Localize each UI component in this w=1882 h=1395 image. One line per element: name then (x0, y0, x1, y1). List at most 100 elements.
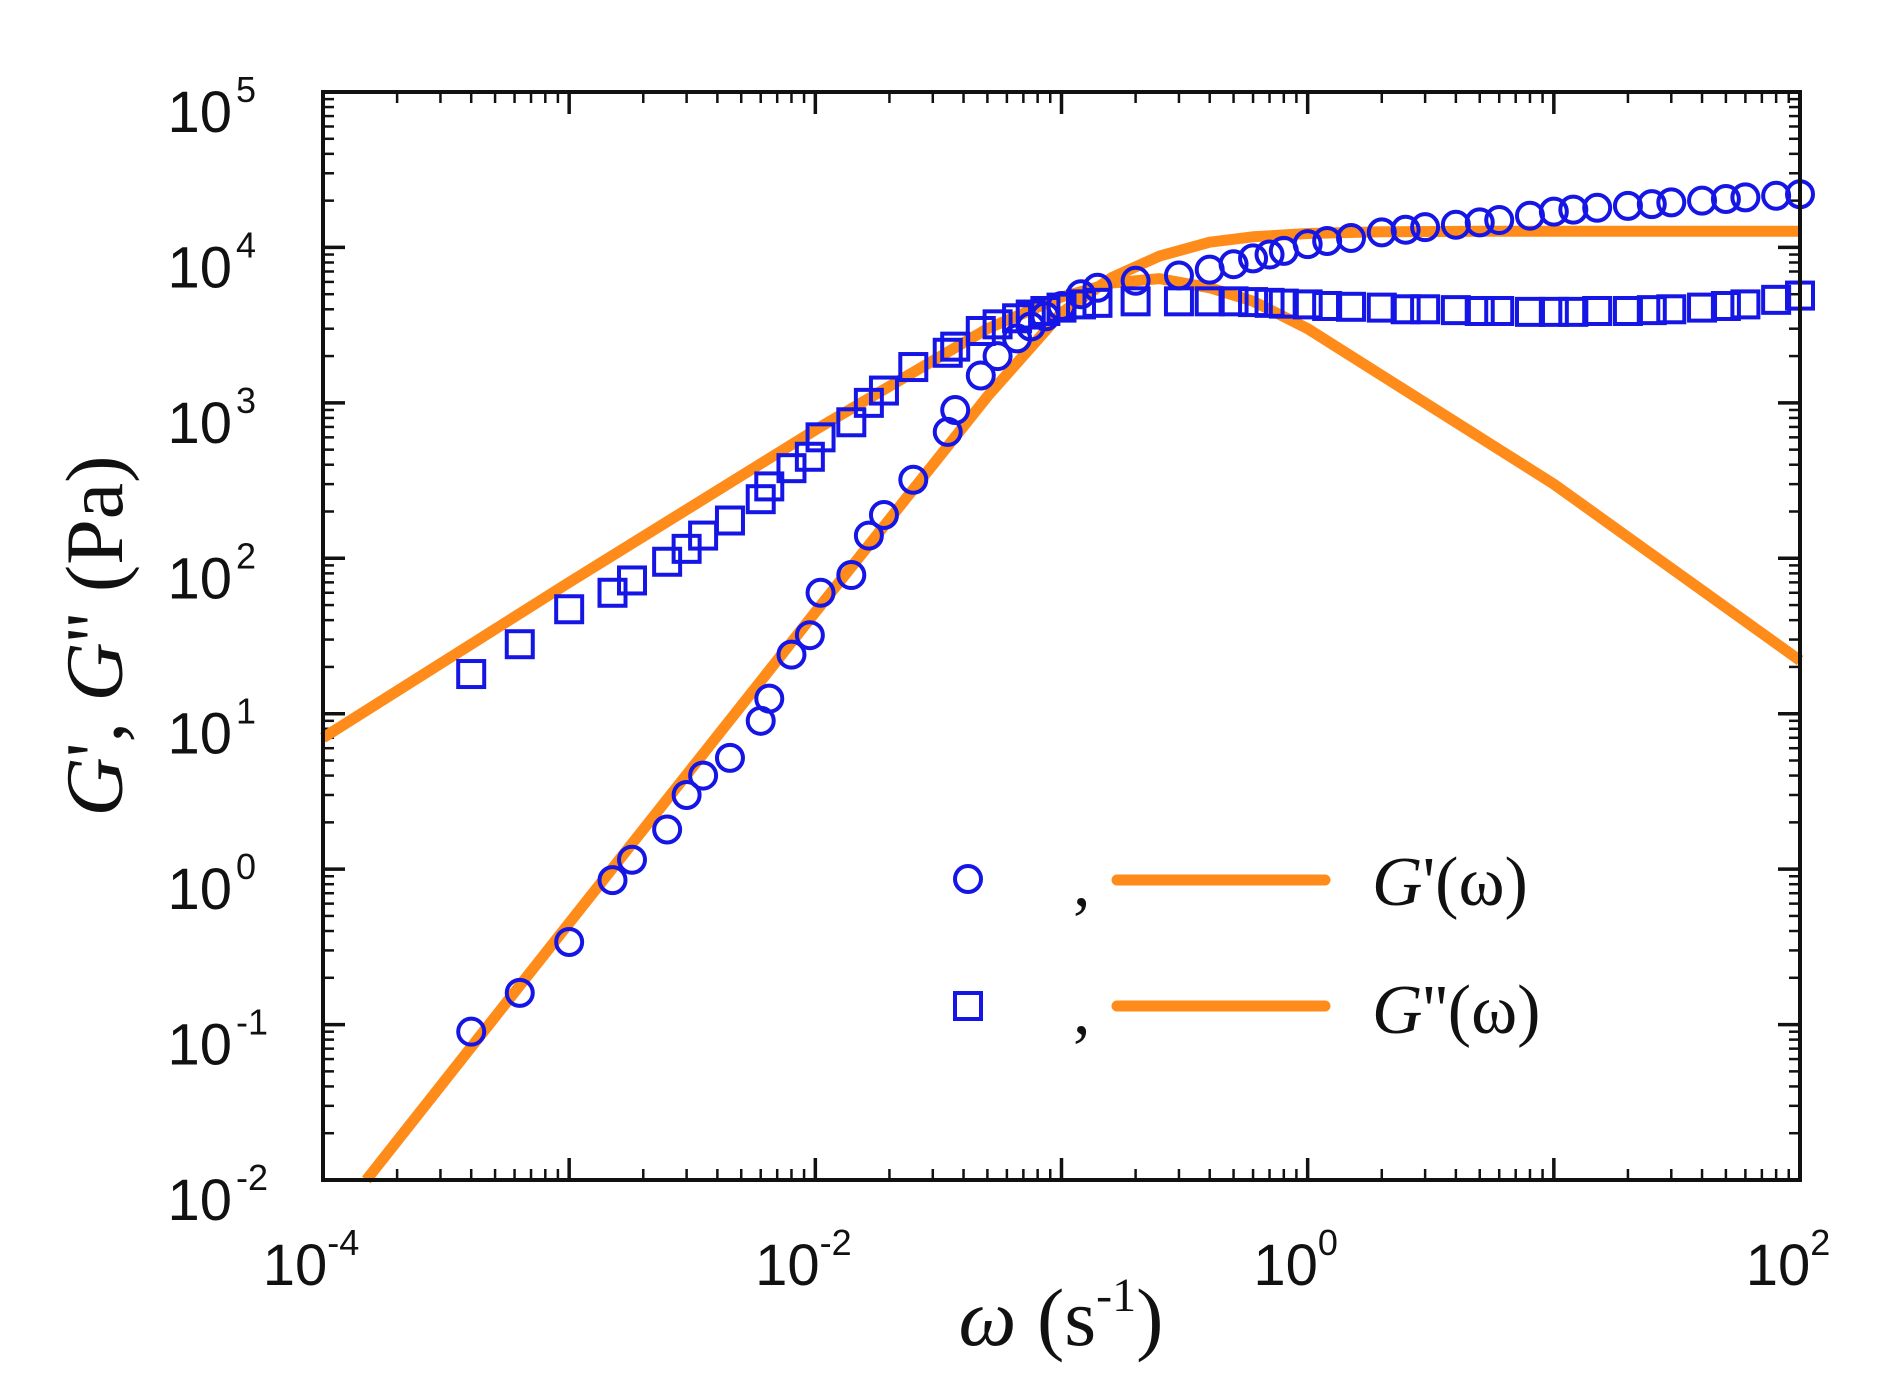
y-tick-base: 10 (167, 1013, 232, 1078)
y-tick-label: 10 1 (167, 691, 256, 767)
gdoubleprime-data-point (1440, 295, 1471, 326)
gprime-data-point (1336, 222, 1367, 253)
gprime-data-point (853, 520, 884, 551)
y-tick-label: 10 4 (167, 224, 256, 300)
gprime-data-point (504, 977, 535, 1008)
gdoubleprime-data-point (1312, 290, 1343, 321)
y-tick-base: 10 (167, 546, 232, 611)
y-tick-base: 10 (167, 702, 232, 767)
gprime-data-point (1761, 180, 1792, 211)
legend-label-gprime: G'(ω) (1372, 844, 1528, 921)
gprime-data-point (982, 341, 1013, 372)
y-tick-exp: 2 (236, 535, 256, 576)
gprime-data-point (652, 814, 683, 845)
x-tick-exp: 2 (1810, 1222, 1830, 1263)
gdoubleprime-data-point (1268, 288, 1299, 319)
gdoubleprime-data-point (965, 315, 996, 346)
x-tick-base: 10 (1746, 1233, 1811, 1298)
x-tick-exp: 0 (1318, 1222, 1338, 1263)
y-tick-label: 10 -2 (167, 1157, 268, 1233)
gprime-data-point (1194, 254, 1225, 285)
legend-sep-2: , (1073, 972, 1091, 1049)
gdoubleprime-data-point (1410, 294, 1441, 325)
x-axis-symbol: ω (959, 1272, 1017, 1363)
y-tick-exp: 5 (236, 69, 256, 110)
y-tick-base: 10 (167, 235, 232, 300)
gdoubleprime-data-point (1687, 292, 1718, 323)
legend-square-marker (953, 991, 983, 1021)
gprime-data-point (1238, 243, 1269, 274)
gprime-data-point (776, 639, 807, 670)
x-tick-base: 10 (755, 1233, 820, 1298)
gprime-data-point (836, 560, 867, 591)
gprime-data-point (1390, 214, 1421, 245)
y-axis-g2: G (49, 642, 140, 701)
gprime-data-point (456, 1016, 487, 1047)
gdoubleprime-data-point (1030, 295, 1061, 326)
gprime-data-point (554, 926, 585, 957)
gdoubleprime-data-point (554, 594, 585, 625)
gdoubleprime-data-point (898, 352, 929, 383)
gdoubleprime-data-point (754, 471, 785, 502)
gdoubleprime-data-point (1710, 290, 1741, 321)
gprime-data-point (1292, 229, 1323, 260)
legend-g-2: G (1372, 972, 1423, 1049)
x-tick-exp: -2 (820, 1222, 852, 1263)
gdoubleprime-data-point (1194, 286, 1225, 317)
y-tick-exp: 1 (236, 691, 256, 732)
gprime-data-point (1710, 183, 1741, 214)
gdoubleprime-data-point (1558, 296, 1589, 327)
y-tick-label: 10 3 (167, 380, 256, 456)
gprime-data-point (671, 779, 702, 810)
gdoubleprime-data-point (1514, 296, 1545, 327)
legend-rest-2: ''(ω) (1423, 972, 1541, 1049)
y-tick-label: 10 -1 (167, 1002, 268, 1078)
gdoubleprime-data-point (1238, 287, 1269, 318)
x-axis-unit-exp: -1 (1096, 1269, 1136, 1322)
gprime-data-point (1538, 196, 1569, 227)
y-tick-base: 10 (167, 80, 232, 145)
gprime-data-point (898, 464, 929, 495)
legend: , G'(ω) , G''(ω) (953, 844, 1540, 1049)
gprime-data-point (1514, 200, 1545, 231)
gdoubleprime-data-point (1656, 294, 1687, 325)
gdoubleprime-data-point (1082, 287, 1113, 318)
gprime-data-point (1218, 249, 1249, 280)
x-tick-exp: -4 (327, 1222, 359, 1263)
legend-label-gdoubleprime: G''(ω) (1372, 972, 1540, 1049)
y-tick-exp: -1 (236, 1002, 268, 1043)
gdoubleprime-data-point (1730, 289, 1761, 320)
gdoubleprime-data-point (982, 309, 1013, 340)
gprime-data-point (868, 499, 899, 530)
x-axis-title: ω (s-1) (959, 1269, 1164, 1363)
gdoubleprime-data-point (1336, 291, 1367, 322)
y-tick-label: 10 2 (167, 535, 256, 611)
minor-ticks (323, 92, 1800, 1180)
x-axis-unit-open: (s (1016, 1272, 1096, 1363)
y-tick-label: 10 5 (167, 69, 256, 145)
legend-circle-marker (953, 864, 983, 894)
gdoubleprime-data-point (932, 337, 963, 368)
gdoubleprime-data-point (1484, 295, 1515, 326)
gdoubleprime-data-point (1636, 295, 1667, 326)
gprime-data-point (1120, 265, 1151, 296)
x-tick-label: 10-4 (263, 1222, 360, 1298)
gdoubleprime-data-point (1612, 295, 1643, 326)
gdoubleprime-data-point (688, 520, 719, 551)
gprime-data-point (597, 865, 628, 896)
legend-rest-1: '(ω) (1423, 844, 1528, 921)
gdoubleprime-data-point (940, 331, 971, 362)
gprime-data-point (805, 577, 836, 608)
legend-sep-1: , (1073, 844, 1091, 921)
gprime-data-point (965, 360, 996, 391)
y-tick-base: 10 (167, 1168, 232, 1233)
plot-frame (321, 90, 1802, 1182)
gdoubleprime-data-point (714, 505, 745, 536)
gdoubleprime-data-point (805, 422, 836, 453)
gprime-data-point (714, 742, 745, 773)
y-tick-exp: 4 (236, 224, 256, 265)
gdoubleprime-data-point (1218, 286, 1249, 317)
gdoubleprime-data-point (794, 441, 825, 472)
